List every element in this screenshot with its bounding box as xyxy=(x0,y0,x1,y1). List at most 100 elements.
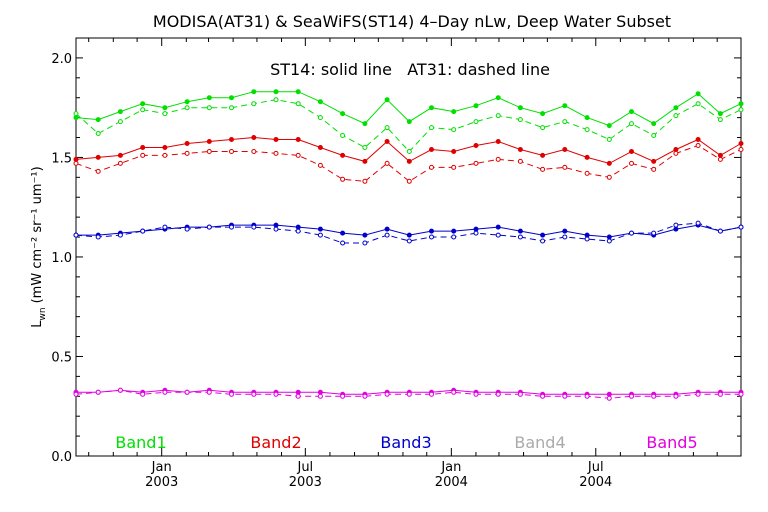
data-point-band3-at31 xyxy=(384,232,390,238)
data-point-band2-st14 xyxy=(495,139,501,144)
data-point-band1-at31 xyxy=(629,121,634,127)
data-point-band1-at31 xyxy=(738,107,744,113)
data-point-band1-st14 xyxy=(362,121,368,127)
legend-item-band4: Band4 xyxy=(514,433,565,452)
data-point-band1-at31 xyxy=(340,133,346,138)
data-point-band1-at31 xyxy=(273,97,279,103)
data-point-band3-st14 xyxy=(673,226,679,232)
data-point-band5-at31 xyxy=(317,393,323,399)
data-point-band1-st14 xyxy=(540,111,546,117)
data-point-band2-st14 xyxy=(717,152,723,158)
data-point-band3-at31 xyxy=(562,234,568,240)
data-point-band3-at31 xyxy=(117,232,123,238)
data-point-band1-st14 xyxy=(406,119,412,125)
x-tick-label-year: 2004 xyxy=(579,475,612,490)
data-point-band5-at31 xyxy=(651,393,657,399)
data-point-band2-at31 xyxy=(184,150,190,156)
data-point-band2-st14 xyxy=(273,137,279,142)
data-point-band5-at31 xyxy=(717,391,723,397)
data-point-band2-at31 xyxy=(95,168,101,174)
data-point-band3-st14 xyxy=(429,228,434,234)
data-point-band2-at31 xyxy=(206,149,212,154)
data-point-band5-at31 xyxy=(117,387,123,393)
data-point-band3-at31 xyxy=(140,228,146,234)
data-point-band2-st14 xyxy=(429,147,434,152)
data-point-band2-at31 xyxy=(629,160,634,166)
data-point-band2-st14 xyxy=(651,158,657,164)
data-point-band2-st14 xyxy=(451,149,457,154)
data-point-band3-st14 xyxy=(562,228,568,234)
data-point-band2-st14 xyxy=(340,152,346,158)
data-point-band3-at31 xyxy=(651,230,657,236)
data-point-band1-at31 xyxy=(584,127,590,133)
data-point-band1-at31 xyxy=(606,137,612,142)
data-point-band2-st14 xyxy=(140,145,146,150)
data-point-band1-st14 xyxy=(251,89,257,95)
data-point-band2-st14 xyxy=(184,141,190,146)
data-point-band1-st14 xyxy=(73,115,79,121)
data-point-band3-st14 xyxy=(406,232,412,238)
data-point-band1-st14 xyxy=(340,111,346,117)
data-point-band1-at31 xyxy=(717,117,723,123)
data-point-band5-at31 xyxy=(673,393,679,399)
data-point-band3-at31 xyxy=(317,232,323,238)
data-point-band1-at31 xyxy=(473,119,479,125)
data-point-band1-st14 xyxy=(606,123,612,129)
data-point-band1-at31 xyxy=(695,101,701,107)
data-point-band2-st14 xyxy=(584,154,590,160)
data-point-band3-at31 xyxy=(406,238,412,244)
chart-title: MODISA(AT31) & SeaWiFS(ST14) 4–Day nLw, … xyxy=(153,12,671,31)
data-point-band5-at31 xyxy=(495,391,501,397)
legend-item-band1: Band1 xyxy=(115,433,166,452)
data-point-band1-at31 xyxy=(184,105,190,111)
data-point-band2-at31 xyxy=(384,160,390,166)
data-point-band3-at31 xyxy=(473,230,479,236)
data-point-band2-st14 xyxy=(295,137,301,142)
data-point-band2-at31 xyxy=(251,149,257,154)
data-point-band2-at31 xyxy=(695,143,701,148)
y-tick-label: 0.5 xyxy=(51,350,72,365)
data-point-band1-at31 xyxy=(406,149,412,154)
data-point-band3-st14 xyxy=(473,226,479,232)
data-point-band1-st14 xyxy=(117,109,123,115)
data-point-band1-st14 xyxy=(184,99,190,105)
x-tick-label-month: Jul xyxy=(587,460,604,475)
data-point-band2-at31 xyxy=(717,156,723,162)
data-point-band1-at31 xyxy=(495,113,501,119)
data-point-band3-st14 xyxy=(340,230,346,236)
data-point-band1-at31 xyxy=(384,125,390,131)
data-point-band1-st14 xyxy=(140,101,146,107)
data-point-band3-at31 xyxy=(629,230,634,236)
data-point-band1-st14 xyxy=(473,103,479,109)
data-point-band1-st14 xyxy=(717,111,723,117)
data-point-band3-at31 xyxy=(738,224,744,230)
data-point-band5-at31 xyxy=(362,393,368,399)
data-point-band2-st14 xyxy=(562,147,568,152)
data-point-band5-at31 xyxy=(540,393,546,399)
data-point-band1-at31 xyxy=(162,111,168,117)
data-point-band2-at31 xyxy=(429,164,434,170)
data-point-band5-at31 xyxy=(184,389,190,395)
data-point-band1-at31 xyxy=(140,107,146,113)
data-point-band5-at31 xyxy=(629,393,634,399)
data-point-band1-at31 xyxy=(651,133,657,138)
data-point-band1-at31 xyxy=(229,105,234,111)
data-point-band3-st14 xyxy=(517,228,523,234)
data-point-band2-st14 xyxy=(695,137,701,142)
data-point-band1-st14 xyxy=(517,105,523,111)
data-point-band3-st14 xyxy=(384,226,390,232)
data-point-band2-at31 xyxy=(273,150,279,156)
data-point-band5-at31 xyxy=(162,389,168,395)
data-point-band1-st14 xyxy=(95,117,101,123)
data-point-band1-at31 xyxy=(362,145,368,150)
data-point-band1-at31 xyxy=(73,111,79,117)
x-tick-label-month: Jan xyxy=(440,460,461,475)
data-point-band5-at31 xyxy=(295,393,301,399)
y-axis-label: Lwn (mW cm⁻² sr⁻¹ um⁻¹) xyxy=(30,166,48,327)
data-point-band2-at31 xyxy=(162,152,168,158)
data-point-band2-at31 xyxy=(673,150,679,156)
data-point-band5-at31 xyxy=(517,391,523,397)
legend: Band1 Band2 Band3 Band4 Band5 xyxy=(115,433,697,452)
